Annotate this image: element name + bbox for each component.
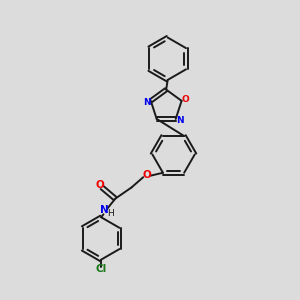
Text: N: N [100,206,108,215]
Text: O: O [142,170,151,180]
Text: O: O [182,95,190,104]
Text: H: H [107,209,114,218]
Text: Cl: Cl [95,264,107,274]
Text: N: N [143,98,151,107]
Text: N: N [176,116,184,125]
Text: O: O [95,180,104,190]
